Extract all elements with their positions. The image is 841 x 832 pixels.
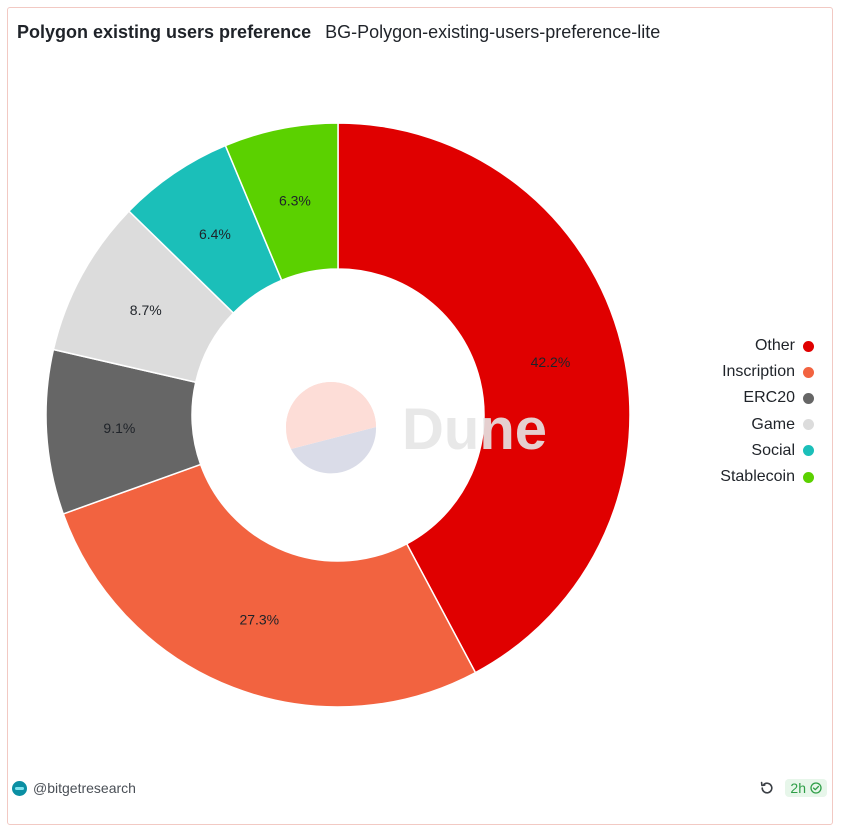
legend-item-erc20[interactable]: ERC20 xyxy=(720,385,814,411)
slice-label-erc20: 9.1% xyxy=(103,420,135,436)
legend-label: Inscription xyxy=(722,363,795,381)
legend-swatch xyxy=(803,340,814,352)
author-handle[interactable]: @bitgetresearch xyxy=(33,780,136,796)
slice-inscription[interactable] xyxy=(62,463,477,708)
legend-swatch xyxy=(803,419,814,431)
slice-labels: 42.2% 27.3% 9.1% 8.7% 6.4% 6.3% xyxy=(103,192,570,627)
chart-legend: Other Inscription ERC20 Game Social Stablecoi… xyxy=(720,333,814,490)
legend-label: Other xyxy=(754,337,795,355)
chart-title: Polygon existing users preference xyxy=(17,22,312,42)
legend-swatch xyxy=(803,471,814,483)
legend-swatch xyxy=(803,366,814,378)
check-circle-icon xyxy=(810,782,822,794)
footer-status: 2h xyxy=(759,779,827,797)
legend-label: Game xyxy=(751,415,795,433)
legend-label: ERC20 xyxy=(743,389,795,407)
slice-stablecoin[interactable] xyxy=(224,122,339,282)
slice-label-inscription: 27.3% xyxy=(239,611,279,627)
slice-label-social: 6.4% xyxy=(199,226,231,242)
freshness-age: 2h xyxy=(790,780,806,796)
refresh-icon[interactable] xyxy=(759,780,775,796)
query-name[interactable]: BG-Polygon-existing-users-preference-lit… xyxy=(325,22,661,42)
donut-slices xyxy=(45,122,631,708)
author[interactable]: @bitgetresearch xyxy=(12,780,136,796)
slice-label-game: 8.7% xyxy=(130,302,162,318)
chart-header: Polygon existing users preference BG-Pol… xyxy=(17,22,660,43)
legend-item-stablecoin[interactable]: Stablecoin xyxy=(720,464,814,490)
dune-watermark: Dune xyxy=(285,382,547,474)
legend-item-other[interactable]: Other xyxy=(720,333,814,359)
slice-label-other: 42.2% xyxy=(531,354,571,370)
watermark-logo-bottom xyxy=(291,427,377,474)
slice-other[interactable] xyxy=(337,122,631,674)
watermark-logo-upper xyxy=(285,382,376,449)
slice-label-stablecoin: 6.3% xyxy=(279,192,311,208)
legend-swatch xyxy=(803,392,814,404)
watermark-text: Dune xyxy=(402,397,547,462)
legend-swatch xyxy=(803,445,814,457)
legend-item-social[interactable]: Social xyxy=(720,438,814,464)
legend-item-inscription[interactable]: Inscription xyxy=(720,359,814,385)
avatar xyxy=(12,780,27,796)
legend-label: Stablecoin xyxy=(720,468,795,486)
legend-item-game[interactable]: Game xyxy=(720,412,814,438)
legend-label: Social xyxy=(751,441,795,459)
freshness-badge: 2h xyxy=(785,779,827,797)
